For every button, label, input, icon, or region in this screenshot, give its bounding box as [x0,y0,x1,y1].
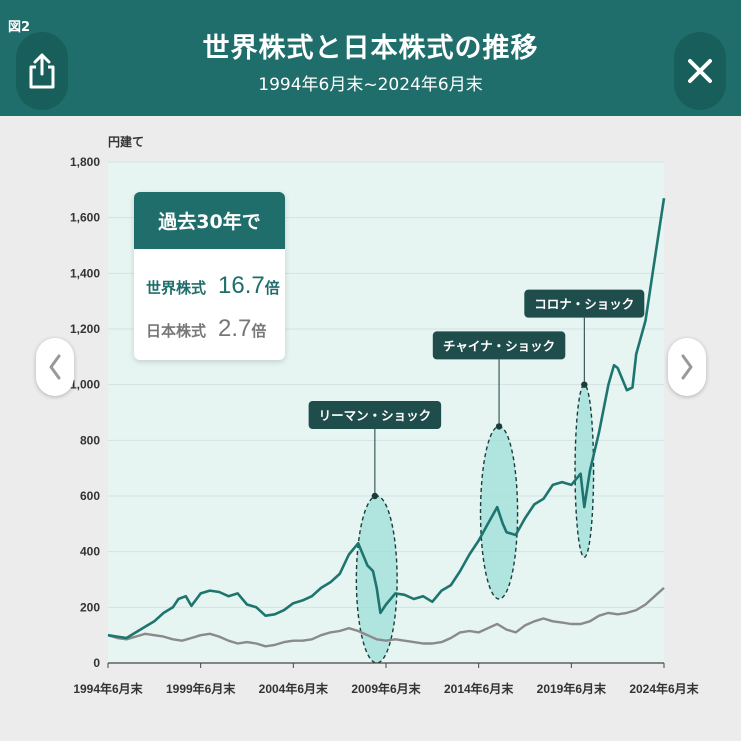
chevron-left-icon [49,354,61,380]
y-tick-label: 400 [80,545,100,559]
x-tick-label: 2009年6月末 [351,681,421,696]
y-tick-label: 200 [80,600,100,614]
callout-box [432,331,566,360]
y-tick-label: 1,000 [70,378,100,392]
callout-label: チャイナ・ショック [443,338,555,353]
chevron-right-icon [681,354,693,380]
japan-stock-summary: 日本株式 2.7 倍 [146,315,281,343]
series-lines [107,198,666,648]
japan-stock-label: 日本株式 [146,322,207,340]
x-tick-label: 2019年6月末 [537,681,607,696]
share-button[interactable] [16,32,68,110]
figure-label: 図2 [8,20,31,35]
growth-summary-box: 過去30年で [134,192,285,360]
close-icon [688,59,712,83]
world-stock-label: 世界株式 [146,279,207,297]
world-stock-line [107,198,666,640]
y-tick-label: 800 [80,433,100,447]
callout-dot [495,423,503,430]
japan-stock-multiple: 2.7 [218,315,252,342]
y-tick-label: 600 [80,489,100,503]
shock-highlights [355,383,595,664]
share-icon [29,53,55,89]
y-tick-label: 1,800 [70,155,100,169]
y-unit-label: 円建て [108,134,144,149]
previous-button[interactable] [36,338,74,396]
chart-title: 世界株式と日本株式の推移 [202,33,539,64]
header-bar: 図2 世界株式と日本株式の推移 1994年6月末~2024年6月末 [0,0,741,116]
y-tick-label: 1,400 [70,266,100,280]
callout-label: リーマン・ショック [319,408,432,423]
world-stock-unit: 倍 [264,279,280,297]
x-tick-label: 2024年6月末 [629,681,699,696]
world-stock-multiple: 16.7 [218,272,265,299]
shock-highlight-ellipse [574,383,595,558]
summary-heading: 過去30年で [134,192,285,249]
x-tick-label: 2004年6月末 [259,681,329,696]
callout-box [308,401,442,429]
callouts: リーマン・ショック チャイナ・ショック コロナ・ショック [308,289,645,500]
close-button[interactable] [674,32,726,110]
callout-label: コロナ・ショック [534,297,634,312]
next-button[interactable] [668,338,706,396]
japan-stock-line [107,587,665,648]
x-tick-label: 1999年6月末 [166,681,236,696]
callout-box [524,289,645,318]
y-tick-label: 1,600 [70,211,100,225]
chart-subtitle: 1994年6月末~2024年6月末 [258,75,483,95]
shock-highlight-ellipse [355,495,398,664]
world-stock-summary: 世界株式 16.7 倍 [146,272,281,300]
x-tick-label: 2014年6月末 [444,681,514,696]
japan-stock-unit: 倍 [251,322,267,340]
y-tick-label: 1,200 [70,322,100,336]
x-tick-label: 1994年6月末 [73,681,143,696]
callout-dot [371,492,379,500]
axes: 0 200 400 600 800 1,000 1,200 1,400 1,600 1,800 19… [70,155,700,696]
y-tick-label: 0 [93,656,100,670]
callout-dot [581,381,588,388]
